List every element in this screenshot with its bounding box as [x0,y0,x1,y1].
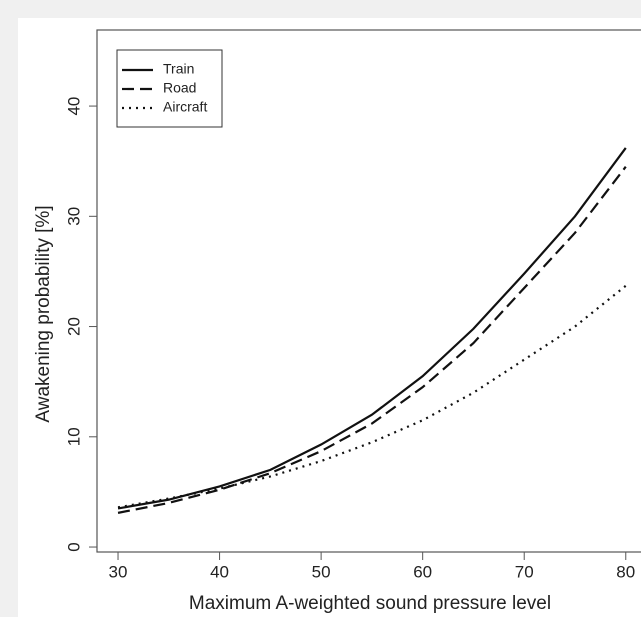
x-tick-label: 80 [616,562,635,581]
chart-background [18,18,641,617]
y-tick-label: 30 [64,207,83,226]
legend-box [116,49,223,128]
series-line [117,284,627,509]
y-tick-label: 0 [64,542,83,551]
x-tick-label: 50 [312,562,331,581]
x-tick-label: 70 [515,562,534,581]
y-axis-label: Awakening probability [%] [33,205,54,422]
y-tick-label: 10 [64,427,83,446]
x-tick-label: 30 [109,562,128,581]
plot-frame [96,29,641,553]
legend-label: Train [163,61,194,77]
legend-label: Aircraft [163,99,207,115]
y-tick-label: 20 [64,317,83,336]
x-axis-label: Maximum A-weighted sound pressure level [189,593,551,614]
y-tick-label: 40 [64,97,83,116]
legend-label: Road [163,80,196,96]
series-line [117,147,627,510]
x-tick-label: 60 [413,562,432,581]
x-tick-label: 40 [210,562,229,581]
series-line [117,166,627,514]
